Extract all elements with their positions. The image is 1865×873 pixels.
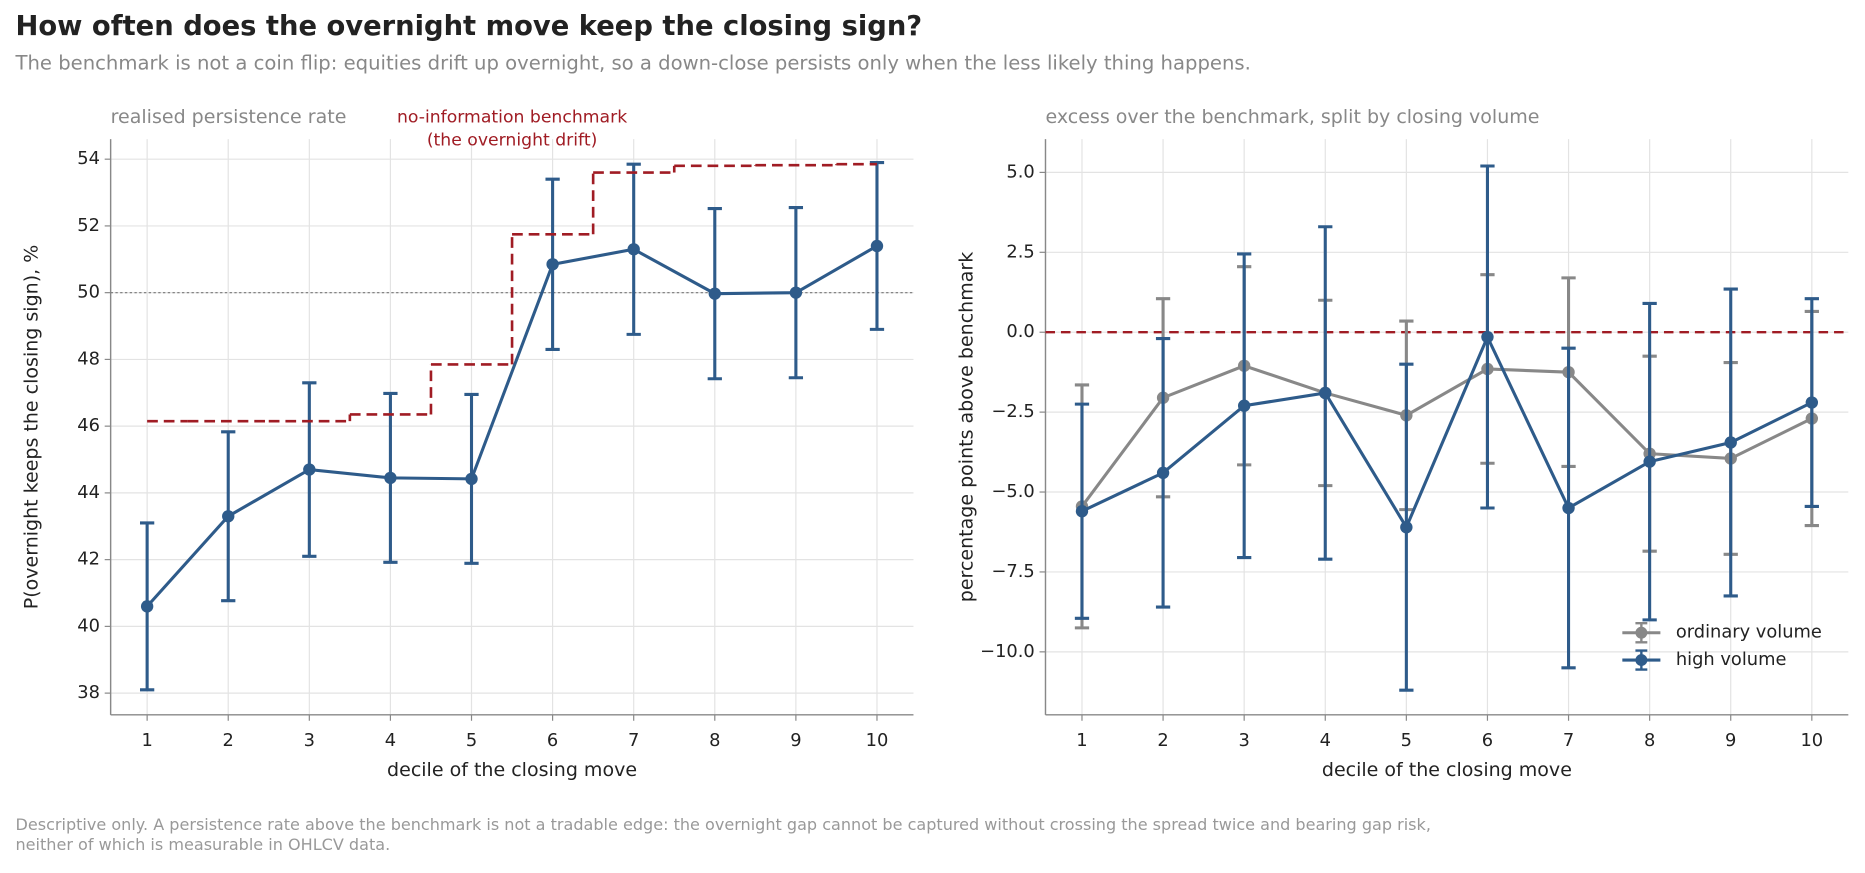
- x-tick-label: 2: [223, 730, 234, 751]
- point: [1562, 501, 1575, 515]
- figure-title: How often does the overnight move keep t…: [15, 11, 922, 42]
- y-tick-label: 54: [77, 148, 100, 169]
- panel-title: realised persistence rate: [111, 106, 347, 128]
- point: [1643, 455, 1656, 468]
- footnote: Descriptive only. A persistence rate abo…: [15, 815, 1430, 834]
- x-tick-label: 7: [628, 730, 639, 751]
- x-tick-label: 1: [141, 730, 152, 751]
- series-line: [145, 244, 878, 608]
- x-tick-label: 8: [1644, 730, 1655, 751]
- x-tick-label: 2: [1157, 730, 1168, 751]
- y-tick-label: 38: [77, 682, 100, 703]
- point: [1805, 396, 1819, 409]
- series-line: [1080, 364, 1813, 508]
- point: [465, 472, 478, 486]
- point: [1400, 521, 1413, 534]
- footnote: neither of which is measurable in OHLCV …: [15, 835, 390, 854]
- point: [140, 600, 154, 613]
- point: [1075, 505, 1089, 518]
- x-tick-label: 5: [1401, 730, 1412, 751]
- point: [384, 471, 397, 485]
- point: [303, 463, 316, 476]
- x-tick-label: 1: [1076, 730, 1087, 751]
- y-tick-label: 40: [77, 615, 100, 636]
- legend-marker: [1635, 654, 1648, 667]
- point: [1481, 330, 1494, 344]
- x-axis-label: decile of the closing move: [387, 759, 637, 781]
- point: [1156, 466, 1170, 480]
- point: [546, 258, 559, 271]
- point: [1319, 386, 1332, 400]
- x-tick-label: 9: [1725, 730, 1736, 751]
- y-tick-label: 42: [77, 549, 100, 570]
- point: [870, 239, 884, 253]
- point: [222, 510, 235, 523]
- y-tick-label: 46: [77, 415, 100, 436]
- y-tick-label: 5.0: [1006, 161, 1034, 182]
- x-tick-label: 5: [466, 730, 477, 751]
- legend-label: ordinary volume: [1676, 622, 1822, 643]
- annotation: (the overnight drift): [427, 130, 597, 150]
- y-tick-label: 0.0: [1006, 321, 1034, 342]
- x-tick-label: 9: [790, 730, 801, 751]
- x-tick-label: 4: [385, 730, 396, 751]
- x-axis-label: decile of the closing move: [1322, 759, 1572, 781]
- x-tick-label: 3: [1238, 730, 1249, 751]
- x-tick-label: 6: [1482, 730, 1493, 751]
- series-line: [1081, 333, 1813, 531]
- x-tick-label: 10: [866, 730, 889, 751]
- x-tick-label: 6: [547, 730, 558, 751]
- x-tick-label: 8: [709, 730, 720, 751]
- point: [627, 243, 640, 256]
- y-tick-label: 48: [77, 348, 100, 369]
- point: [789, 286, 803, 299]
- figure-subtitle: The benchmark is not a coin flip: equiti…: [14, 52, 1250, 75]
- point: [1724, 436, 1737, 449]
- y-tick-label: −7.5: [991, 561, 1034, 582]
- annotation: no-information benchmark: [397, 108, 627, 128]
- point: [1237, 399, 1251, 412]
- y-axis-label: P(overnight keeps the closing sign), %: [21, 245, 43, 610]
- y-tick-label: −2.5: [991, 401, 1034, 422]
- legend-label: high volume: [1676, 649, 1787, 670]
- legend-marker: [1635, 626, 1648, 639]
- y-tick-label: −5.0: [991, 481, 1034, 502]
- x-tick-label: 3: [304, 730, 315, 751]
- y-tick-label: −10.0: [980, 641, 1035, 662]
- x-tick-label: 4: [1320, 730, 1331, 751]
- y-axis-label: percentage points above benchmark: [955, 252, 977, 602]
- y-tick-label: 52: [77, 215, 100, 236]
- y-tick-label: 2.5: [1006, 241, 1034, 262]
- y-tick-label: 50: [77, 282, 100, 303]
- x-tick-label: 10: [1800, 730, 1823, 751]
- point: [708, 287, 721, 300]
- panel-title: excess over the benchmark, split by clos…: [1045, 106, 1539, 128]
- x-tick-label: 7: [1563, 730, 1574, 751]
- y-tick-label: 44: [77, 482, 100, 503]
